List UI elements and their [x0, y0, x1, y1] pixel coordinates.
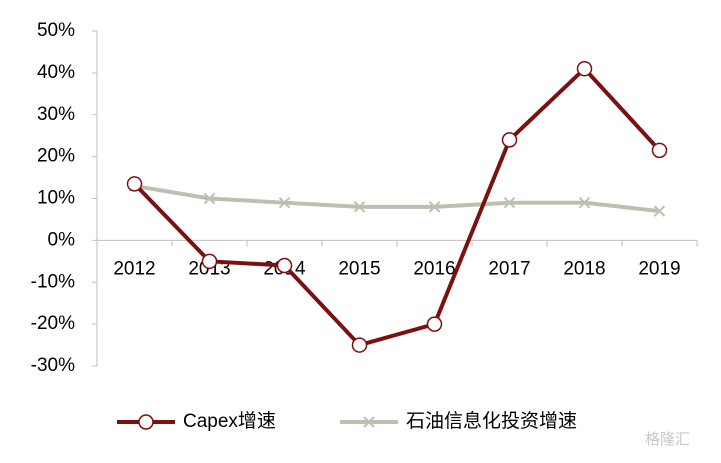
legend-marker: [363, 416, 375, 428]
marker: [353, 201, 366, 213]
marker: [203, 192, 216, 205]
marker: [428, 201, 441, 213]
marker: [426, 316, 443, 332]
x-tick-label: 2018: [563, 258, 605, 279]
legend-marker: [138, 414, 154, 430]
y-tick-label: -10%: [31, 271, 75, 292]
marker: [201, 253, 218, 270]
y-tick-label: -30%: [31, 355, 75, 376]
y-tick-label: -20%: [31, 313, 75, 334]
x-tick-label: 2016: [413, 258, 455, 279]
marker: [651, 142, 668, 159]
series-line: [133, 66, 661, 348]
y-tick-label: 20%: [37, 146, 75, 167]
marker: [278, 196, 291, 209]
marker: [351, 337, 368, 353]
y-tick-label: 50%: [37, 20, 75, 41]
watermark: 格隆汇: [645, 431, 690, 448]
series-line: [134, 183, 660, 214]
x-tick-label: 2012: [113, 258, 155, 279]
y-tick-label: 10%: [37, 188, 75, 209]
x-tick-label: 2017: [488, 258, 530, 279]
marker: [126, 176, 143, 192]
y-tick-label: 0%: [48, 229, 76, 250]
y-tick-label: 40%: [37, 62, 75, 83]
marker: [576, 60, 593, 77]
marker: [578, 196, 591, 209]
legend-label: Capex增速: [183, 410, 276, 432]
x-tick-label: 2015: [338, 258, 380, 279]
y-tick-label: 30%: [37, 104, 75, 125]
marker: [501, 132, 518, 148]
x-tick-label: 2019: [638, 258, 680, 279]
marker: [276, 257, 293, 274]
marker: [503, 196, 516, 209]
legend-label: 石油信息化投资增速: [406, 410, 577, 432]
marker: [653, 205, 666, 217]
